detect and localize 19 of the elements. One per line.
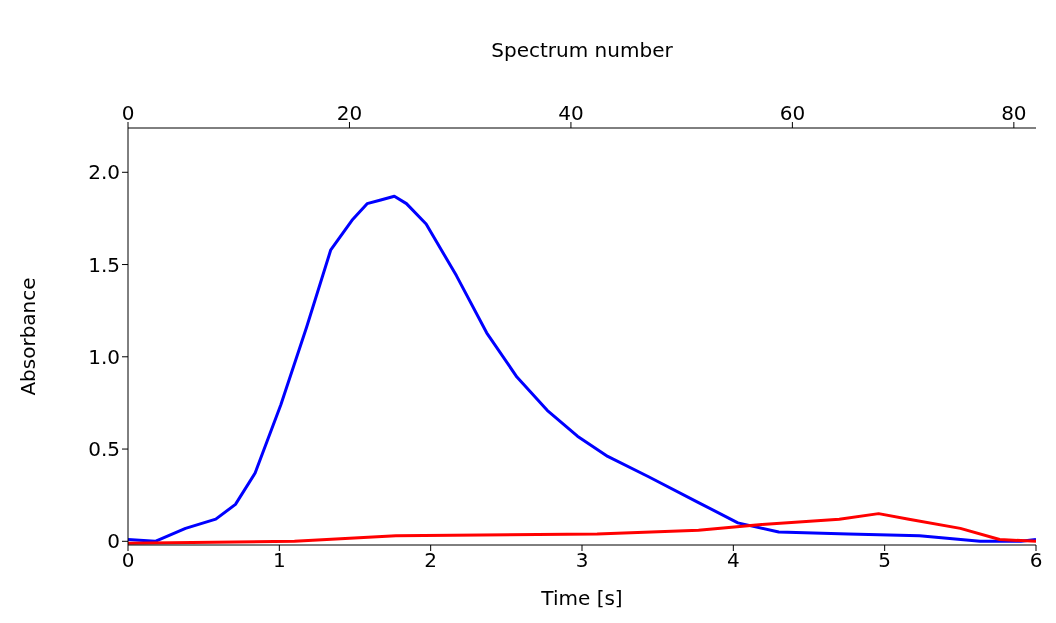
x-tick-label: 2 <box>424 548 438 573</box>
x2-axis-title: Spectrum number <box>491 38 674 63</box>
y-tick-label: 2.0 <box>88 160 120 185</box>
y-tick-label: 1.5 <box>88 252 120 277</box>
y-tick-label: 0.5 <box>88 437 120 462</box>
x-tick-label: 1 <box>272 548 286 573</box>
x-tick-label: 3 <box>575 548 589 573</box>
x-tick-label: 4 <box>726 548 740 573</box>
x-tick-label: 6 <box>1029 548 1043 573</box>
y-tick-label: 1.0 <box>88 344 120 369</box>
x2-tick-label: 60 <box>779 101 806 125</box>
y-tick-label: 0 <box>107 529 120 554</box>
x2-tick-label: 40 <box>558 101 584 125</box>
y-axis-title: Absorbance <box>16 277 41 396</box>
x2-tick-label: 80 <box>1001 101 1027 125</box>
x-axis-title: Time [s] <box>540 586 623 610</box>
x2-tick-label: 20 <box>336 101 363 125</box>
x2-tick-label: 0 <box>121 101 135 125</box>
x-tick-label: 5 <box>878 548 892 573</box>
